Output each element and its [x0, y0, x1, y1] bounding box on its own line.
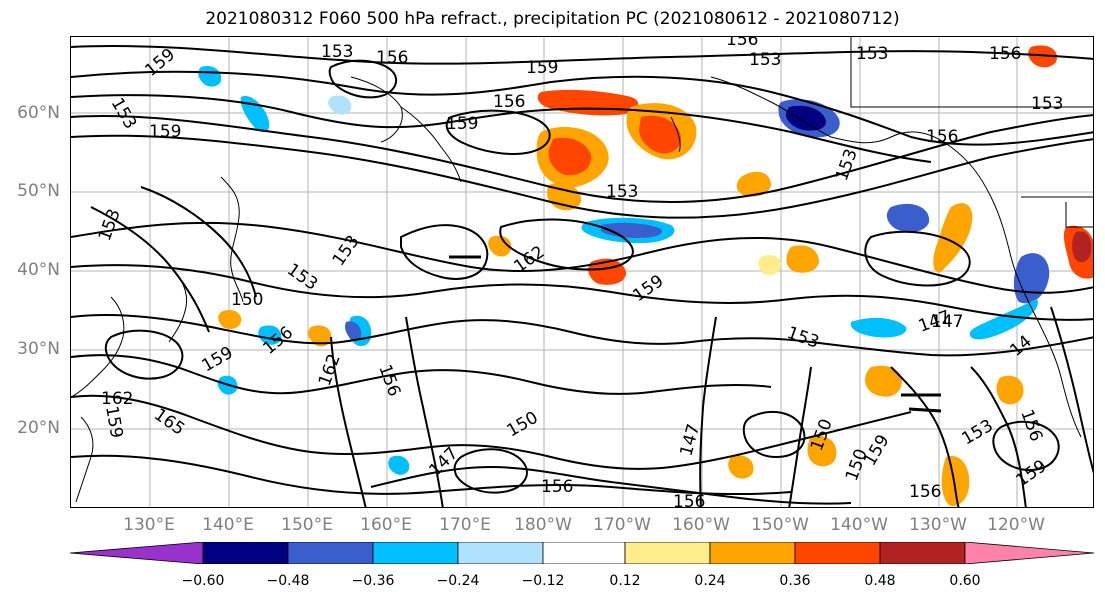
colorbar-tick: 0.12	[609, 573, 641, 589]
colorbar-tick: −0.48	[266, 573, 310, 589]
contour-label: 156	[926, 127, 958, 147]
lon-label-150e: 150°E	[281, 515, 333, 535]
colorbar	[70, 542, 1094, 564]
lon-label-150w: 150°W	[751, 515, 809, 535]
colorbar-tick: 0.24	[694, 573, 726, 589]
colorbar-tick: −0.36	[351, 573, 395, 589]
precip-negative-areas	[198, 65, 1050, 475]
contour-label: 162	[101, 389, 133, 409]
contour-label: 14	[1006, 332, 1035, 361]
lat-label-30n: 30°N	[17, 339, 60, 359]
contour-label: 153	[321, 42, 353, 62]
lon-label-170e: 170°E	[439, 515, 491, 535]
contour-label: 153	[107, 95, 141, 133]
colorbar-swatch	[372, 542, 459, 564]
contour-label: 156	[909, 482, 941, 502]
lon-label-160e: 160°E	[360, 515, 412, 535]
contour-label: 153	[959, 416, 997, 450]
colorbar-tick: 0.60	[949, 573, 981, 589]
colorbar-swatch	[794, 542, 881, 564]
contour-label: 159	[526, 58, 558, 78]
contour-label: 153	[784, 323, 821, 353]
contour-label: 156	[989, 44, 1021, 64]
colorbar-tick: −0.12	[521, 573, 565, 589]
map-panel: 153 156 156 153 156 159 153 159 156 159 …	[70, 36, 1094, 508]
contour-label: 159	[101, 404, 126, 439]
colorbar-tick: −0.24	[436, 573, 480, 589]
contour-label: 156	[376, 48, 408, 68]
colorbar-swatch	[457, 542, 544, 564]
lon-label-120w: 120°W	[987, 515, 1045, 535]
contour-label: 159	[141, 45, 179, 81]
colorbar-swatch	[287, 542, 374, 564]
colorbar-swatch	[542, 542, 626, 564]
contour-label: 162	[315, 351, 345, 388]
colorbar-swatch	[709, 542, 796, 564]
lon-label-180w: 180°W	[514, 515, 572, 535]
lat-label-40n: 40°N	[17, 260, 60, 280]
contour-label: 147	[931, 312, 963, 332]
lat-label-20n: 20°N	[17, 418, 60, 438]
colorbar-tick: −0.60	[181, 573, 225, 589]
map-title: 2021080312 F060 500 hPa refract., precip…	[205, 9, 900, 29]
refractivity-contours	[71, 45, 1093, 507]
colorbar-swatch	[879, 542, 966, 564]
colorbar-swatch	[202, 542, 289, 564]
contour-label: 153	[1031, 94, 1063, 114]
contour-label: 150	[231, 290, 263, 310]
contour-label: 156	[541, 477, 573, 497]
colorbar-swatch	[624, 542, 711, 564]
lon-label-160w: 160°W	[672, 515, 730, 535]
colorbar-swatch	[964, 542, 1094, 564]
map-canvas: 153 156 156 153 156 159 153 159 156 159 …	[71, 37, 1093, 508]
contour-label: 159	[149, 122, 181, 142]
contour-label: 156	[1016, 407, 1046, 444]
lon-label-170w: 170°W	[593, 515, 651, 535]
lon-label-140e: 140°E	[202, 515, 254, 535]
lon-label-140w: 140°W	[830, 515, 888, 535]
contour-label: 159	[199, 343, 237, 377]
lat-label-50n: 50°N	[17, 181, 60, 201]
contour-label: 156	[673, 492, 705, 508]
colorbar-tick: 0.36	[779, 573, 811, 589]
contour-label: 153	[606, 182, 638, 202]
colorbar-tick: 0.48	[864, 573, 896, 589]
contour-label: 153	[749, 50, 781, 70]
contour-label: 153	[832, 146, 862, 183]
colorbar-swatch	[70, 542, 204, 564]
lon-label-130e: 130°E	[123, 515, 175, 535]
refractivity-contours-bold	[449, 255, 942, 413]
contour-label: 159	[629, 271, 667, 306]
contour-label: 156	[726, 37, 758, 50]
colorbar-segments	[70, 542, 1094, 564]
contour-label: 156	[493, 92, 525, 112]
coastlines	[71, 37, 1093, 503]
contour-label: 153	[856, 44, 888, 64]
contour-label: 159	[446, 114, 478, 134]
contour-label: 150	[504, 408, 542, 442]
lon-label-130w: 130°W	[909, 515, 967, 535]
contour-label: 156	[374, 362, 404, 399]
contour-label: 165	[150, 405, 188, 440]
lat-label-60n: 60°N	[17, 103, 60, 123]
